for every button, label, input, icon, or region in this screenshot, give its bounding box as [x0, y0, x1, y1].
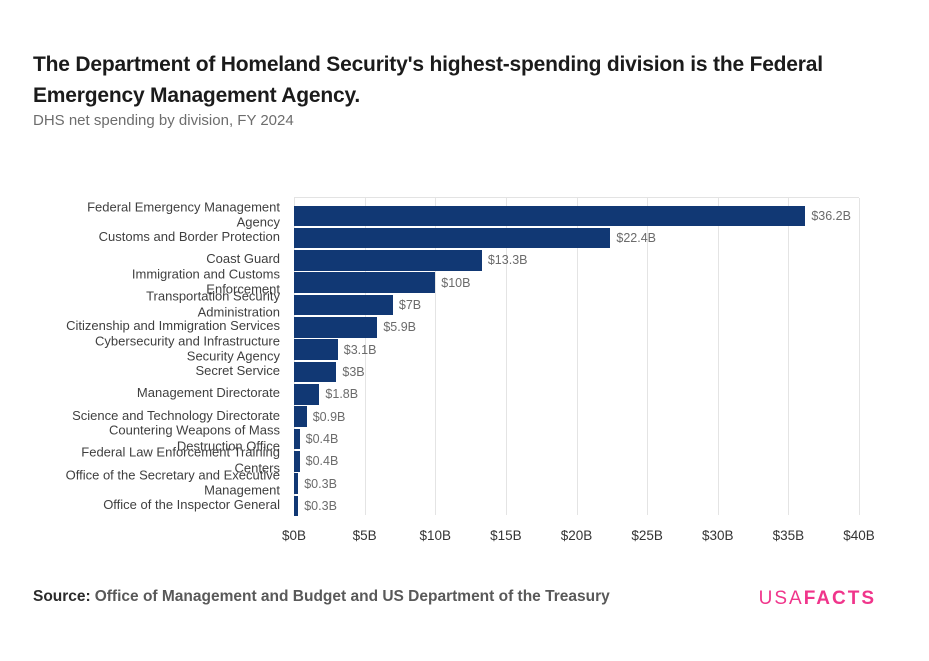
bar — [294, 317, 378, 338]
bar — [294, 384, 320, 405]
gridline — [576, 198, 578, 515]
x-tick-label: $0B — [281, 528, 307, 543]
bar-value-label: $7B — [398, 298, 422, 313]
bar-value-label: $3B — [342, 364, 365, 379]
bar — [294, 339, 338, 360]
usafacts-logo: USAFACTS — [759, 588, 876, 610]
bar — [294, 451, 300, 472]
bar — [294, 361, 337, 383]
bar — [294, 205, 806, 226]
bar — [294, 428, 300, 450]
source: Source: Office of Management and Budget a… — [33, 588, 610, 606]
gridline — [364, 198, 366, 515]
bar — [294, 406, 307, 427]
gridline — [859, 198, 860, 515]
category-label: Customs and Border Protection — [98, 229, 280, 245]
bar-value-label: $0.4B — [305, 454, 339, 469]
logo-usa-text: USA — [758, 588, 804, 609]
logo-facts-text: FACTS — [803, 588, 876, 609]
category-label: Coast Guard — [206, 251, 280, 267]
x-tick-label: $30B — [701, 528, 734, 543]
gridline — [435, 198, 437, 515]
bar-value-label: $10B — [441, 275, 471, 290]
bar-value-label: $0.9B — [312, 409, 346, 424]
source-label: Source: — [33, 588, 91, 605]
source-text: Office of Management and Budget and US D… — [94, 588, 610, 605]
bar-value-label: $3.1B — [343, 342, 377, 357]
gridline — [717, 198, 719, 515]
bar-value-label: $13.3B — [487, 253, 528, 268]
page-title: The Department of Homeland Security's hi… — [33, 53, 823, 107]
category-label: Federal Law Enforcement Training Centers — [81, 444, 280, 476]
x-tick-label: $35B — [772, 528, 805, 543]
bar-value-label: $0.3B — [304, 498, 337, 513]
bar — [294, 495, 299, 517]
category-label: Immigration and Customs Enforcement — [131, 266, 280, 297]
x-tick-label: $15B — [490, 528, 522, 543]
x-tick-label: $40B — [843, 528, 875, 543]
category-label: Office of the Secretary and Executive Ma… — [65, 466, 280, 498]
plot-area: $36.2B $22.4B $13.3B $10B $7B $5.9B $3.1B $3B $1… — [294, 197, 860, 517]
category-label: Secret Service — [195, 363, 280, 379]
bar — [294, 473, 299, 494]
gridline — [788, 198, 790, 515]
x-tick-label: $20B — [560, 528, 593, 543]
gridline — [647, 198, 649, 515]
x-tick-label: $5B — [352, 528, 377, 543]
bar — [294, 250, 482, 271]
category-label: Federal Emergency Management Agency — [87, 199, 280, 230]
category-label: Countering Weapons of Mass Destruction O… — [108, 422, 280, 453]
bar-chart: Federal Emergency Management Agency Custo… — [0, 197, 929, 557]
bar-value-label: $22.4B — [616, 231, 657, 246]
x-tick-label: $10B — [419, 528, 452, 543]
bar-value-label: $1.8B — [325, 387, 359, 402]
bar-value-label: $5.9B — [383, 320, 416, 335]
bar-value-label: $36.2B — [811, 208, 851, 223]
category-label: Transportation Security Administration — [146, 288, 280, 320]
bar-value-label: $0.3B — [304, 476, 337, 491]
category-label: Office of the Inspector General — [103, 497, 280, 513]
category-label: Science and Technology Directorate — [72, 407, 280, 423]
category-label: Management Directorate — [136, 385, 280, 401]
bar — [294, 294, 393, 316]
category-label: Cybersecurity and Infrastructure Securit… — [95, 333, 280, 364]
category-axis: Federal Emergency Management Agency Custo… — [0, 197, 281, 515]
bar — [294, 272, 436, 293]
category-label: Citizenship and Immigration Services — [66, 318, 280, 334]
page-subtitle: DHS net spending by division, FY 2024 — [33, 112, 294, 129]
x-tick-label: $25B — [631, 528, 663, 543]
bar-value-label: $0.4B — [305, 431, 339, 446]
x-axis: $0B $5B $10B $15B $20B $25B $30B $35B $40B — [282, 515, 875, 547]
gridline — [505, 198, 507, 515]
bar — [294, 227, 611, 249]
